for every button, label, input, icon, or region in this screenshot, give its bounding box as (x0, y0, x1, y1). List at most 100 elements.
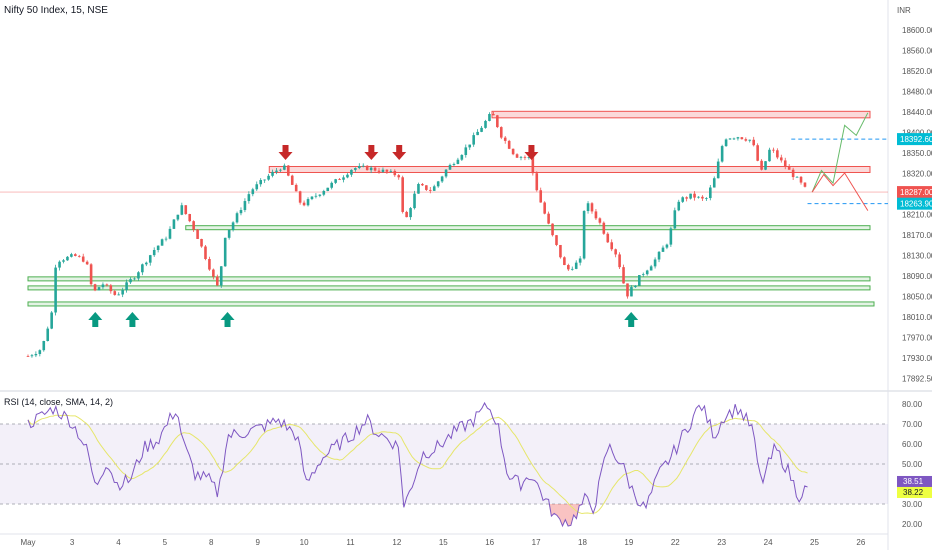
candle-body (772, 149, 775, 151)
candle-body (641, 274, 645, 276)
candle-body (567, 265, 570, 270)
candle-body (93, 284, 97, 291)
candle-body (137, 272, 140, 279)
time-tick-label: 9 (255, 538, 260, 547)
down-arrow-marker (278, 144, 293, 160)
candle-body (697, 196, 700, 198)
candle-body (421, 183, 424, 186)
time-tick-label: 19 (624, 538, 633, 547)
price-tick-label: 17970.00 (902, 334, 932, 343)
candle-body (397, 175, 401, 178)
candle-body (279, 169, 282, 171)
candle-body (283, 165, 286, 170)
candle-body (389, 170, 393, 172)
candle-body (543, 202, 546, 214)
candle-body (787, 167, 791, 170)
time-tick-label: 15 (439, 538, 448, 547)
candle-body (728, 138, 732, 140)
candle-body (413, 193, 416, 209)
candle-body (582, 211, 586, 259)
candle-body (464, 147, 468, 156)
candle-body (361, 165, 365, 167)
candle-body (105, 284, 109, 286)
down-arrow-marker (392, 144, 407, 160)
candle-body (689, 193, 692, 199)
price-tick-label: 18170.00 (902, 231, 932, 240)
time-tick-label: 12 (392, 538, 401, 547)
candle-body (365, 165, 369, 171)
symbol-title: Nifty 50 Index, 15, NSE (4, 5, 108, 16)
time-tick-label: May (20, 538, 35, 547)
up-arrow-marker (624, 312, 639, 327)
candle-body (314, 195, 318, 197)
candle-body (425, 185, 428, 190)
candle-body (342, 177, 345, 180)
candle-body (148, 255, 152, 263)
time-tick-label: 24 (764, 538, 773, 547)
candle-body (168, 228, 172, 239)
price-tick-label: 18090.00 (902, 272, 932, 281)
price-tick-label: 17892.50 (902, 375, 932, 384)
candle-body (776, 150, 779, 158)
candle-body (712, 178, 716, 188)
candle-body (448, 164, 452, 170)
candle-body (744, 139, 748, 141)
candle-body (460, 155, 464, 160)
candle-body (519, 156, 523, 158)
candle-body (634, 285, 637, 288)
candle-body (350, 169, 353, 175)
bullish-projection (811, 112, 869, 193)
candle-body (129, 279, 132, 283)
candle-body (681, 197, 685, 202)
candle-body (176, 214, 180, 220)
candle-body (417, 183, 420, 194)
price-level-label: 18392.60 (900, 135, 932, 144)
candle-body (456, 159, 460, 164)
candle-body (46, 328, 50, 341)
candle-body (476, 131, 479, 136)
candle-body (492, 114, 495, 116)
candle-body (764, 161, 767, 170)
candle-body (133, 278, 136, 280)
candle-body (586, 203, 590, 212)
candle-body (693, 193, 696, 198)
candle-body (156, 245, 160, 250)
candle-body (243, 201, 247, 211)
candle-body (26, 356, 30, 357)
candle-body (630, 287, 633, 297)
candle-body (752, 139, 755, 146)
price-level-tag (897, 133, 932, 146)
candle-body (527, 157, 531, 158)
candle-body (748, 139, 752, 141)
candle-body (768, 149, 771, 162)
rsi-value-tag (897, 475, 932, 487)
candle-body (488, 114, 491, 121)
candle-body (196, 229, 199, 239)
candle-body (216, 276, 219, 286)
candle-body (610, 242, 614, 250)
candle-body (783, 160, 787, 168)
candle-body (780, 157, 783, 161)
candle-body (192, 221, 195, 230)
candle-body (740, 137, 744, 140)
candle-body (125, 282, 128, 291)
candle-body (255, 184, 259, 190)
candle-body (468, 144, 472, 148)
candle-body (720, 146, 724, 162)
candle-body (444, 169, 448, 177)
candle-body (66, 256, 69, 261)
rsi-tick-label: 20.00 (902, 520, 923, 529)
time-tick-label: 23 (717, 538, 726, 547)
candle-body (551, 223, 554, 236)
candle-body (145, 262, 148, 265)
time-tick-label: 22 (671, 538, 680, 547)
time-tick-label: 11 (346, 538, 355, 547)
candle-body (302, 202, 306, 206)
time-tick-label: 3 (70, 538, 75, 547)
candle-body (799, 176, 803, 183)
price-tick-label: 18440.00 (902, 108, 932, 117)
rsi-indicator-title[interactable]: RSI (14, close, SMA, 14, 2) (4, 397, 114, 407)
candle-body (618, 254, 621, 268)
